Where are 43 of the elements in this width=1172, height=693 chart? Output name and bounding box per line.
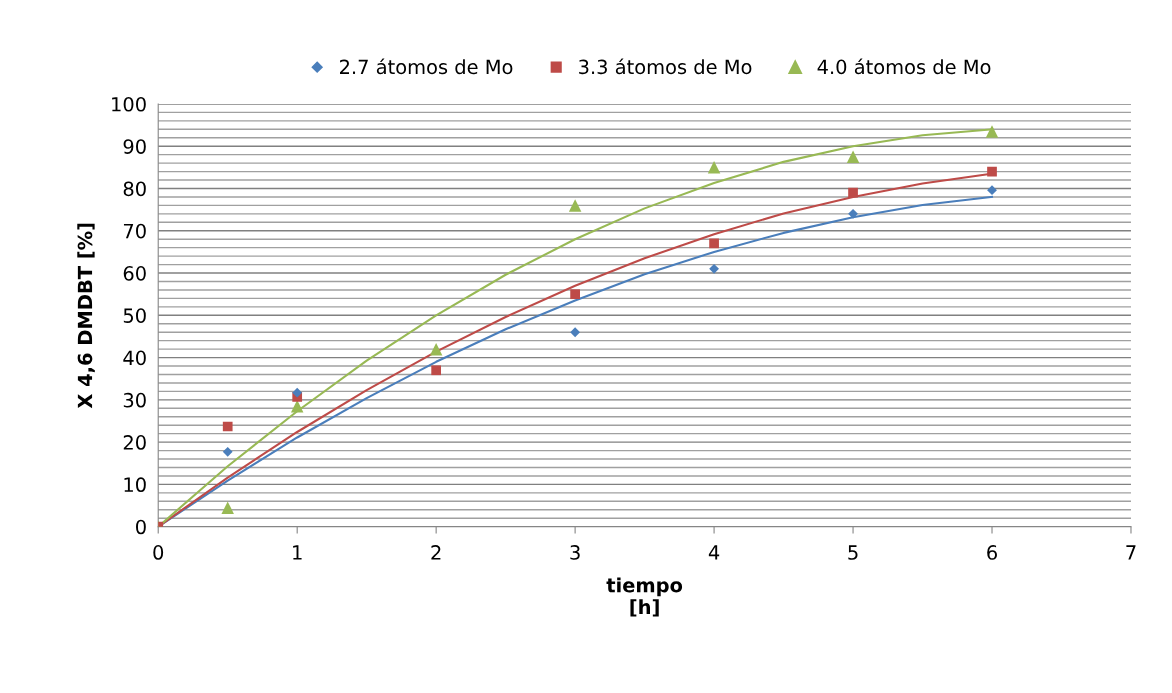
point [222, 446, 233, 457]
point [429, 342, 443, 356]
x-tick-label: 1 [293, 545, 302, 560]
point [987, 185, 997, 196]
y-tick-label: 20 [123, 435, 146, 450]
y-tick-label: 0 [136, 519, 146, 535]
y-tick-label: 40 [123, 350, 146, 366]
point [568, 199, 582, 212]
y-tick-label: 90 [123, 139, 146, 154]
point [985, 125, 999, 138]
legend-label: 4.0 átomos de Mo [817, 58, 991, 75]
x-tick-label: 0 [153, 545, 164, 560]
point [848, 208, 858, 219]
point [290, 399, 304, 413]
legend-label: 3.3 átomos de Mo [579, 58, 752, 75]
point [848, 187, 858, 198]
y-tick-label: 70 [123, 223, 146, 239]
y-tick-label: 10 [124, 477, 146, 493]
y-tick-label: 50 [123, 308, 146, 323]
point [987, 166, 997, 177]
x-tick-label: 7 [1126, 545, 1136, 560]
legend-label: 2.7 átomos de Mo [340, 58, 513, 75]
point [292, 387, 303, 398]
x-tick-label: 3 [570, 545, 580, 560]
x-tick-label: 6 [987, 545, 997, 560]
y-tick-label: 60 [123, 266, 146, 281]
point [709, 238, 719, 249]
point [846, 150, 860, 164]
point [431, 365, 442, 376]
y-axis-title: X 4,6 DMDBT [%] [77, 223, 95, 409]
y-tick-label: 100 [112, 96, 146, 112]
y-tick-label: 80 [123, 181, 146, 197]
y-tick-label: 30 [123, 392, 146, 408]
x-tick-label: 4 [708, 545, 720, 560]
x-tick-label: 2 [431, 545, 441, 560]
point [570, 289, 580, 300]
x-axis-title: tiempo [h] [606, 577, 683, 617]
point [570, 327, 581, 338]
point [221, 501, 234, 514]
point [222, 421, 233, 432]
x-tick-label: 5 [848, 545, 858, 560]
point [709, 263, 719, 274]
point [707, 161, 721, 174]
